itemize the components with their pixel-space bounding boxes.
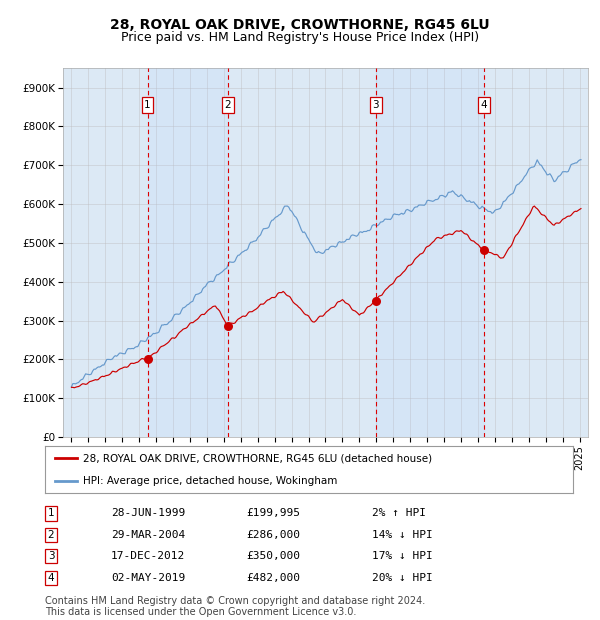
Text: 20% ↓ HPI: 20% ↓ HPI xyxy=(372,573,433,583)
Text: HPI: Average price, detached house, Wokingham: HPI: Average price, detached house, Woki… xyxy=(83,476,337,486)
Bar xyxy=(376,68,484,437)
Text: 4: 4 xyxy=(47,573,55,583)
Text: £482,000: £482,000 xyxy=(246,573,300,583)
Text: 14% ↓ HPI: 14% ↓ HPI xyxy=(372,530,433,540)
Text: 3: 3 xyxy=(373,100,379,110)
Text: £199,995: £199,995 xyxy=(246,508,300,518)
Text: 2% ↑ HPI: 2% ↑ HPI xyxy=(372,508,426,518)
Text: Contains HM Land Registry data © Crown copyright and database right 2024.
This d: Contains HM Land Registry data © Crown c… xyxy=(45,596,425,617)
Text: 17% ↓ HPI: 17% ↓ HPI xyxy=(372,551,433,561)
Text: Price paid vs. HM Land Registry's House Price Index (HPI): Price paid vs. HM Land Registry's House … xyxy=(121,31,479,43)
Text: £286,000: £286,000 xyxy=(246,530,300,540)
Bar xyxy=(148,68,228,437)
Text: 28, ROYAL OAK DRIVE, CROWTHORNE, RG45 6LU (detached house): 28, ROYAL OAK DRIVE, CROWTHORNE, RG45 6L… xyxy=(83,453,432,463)
Text: 17-DEC-2012: 17-DEC-2012 xyxy=(111,551,185,561)
Text: 2: 2 xyxy=(47,530,55,540)
Text: 4: 4 xyxy=(481,100,487,110)
Text: 02-MAY-2019: 02-MAY-2019 xyxy=(111,573,185,583)
Text: 28, ROYAL OAK DRIVE, CROWTHORNE, RG45 6LU: 28, ROYAL OAK DRIVE, CROWTHORNE, RG45 6L… xyxy=(110,18,490,32)
Text: 2: 2 xyxy=(224,100,231,110)
Text: 28-JUN-1999: 28-JUN-1999 xyxy=(111,508,185,518)
Text: 29-MAR-2004: 29-MAR-2004 xyxy=(111,530,185,540)
Text: 3: 3 xyxy=(47,551,55,561)
Text: £350,000: £350,000 xyxy=(246,551,300,561)
Text: 1: 1 xyxy=(144,100,151,110)
Text: 1: 1 xyxy=(47,508,55,518)
